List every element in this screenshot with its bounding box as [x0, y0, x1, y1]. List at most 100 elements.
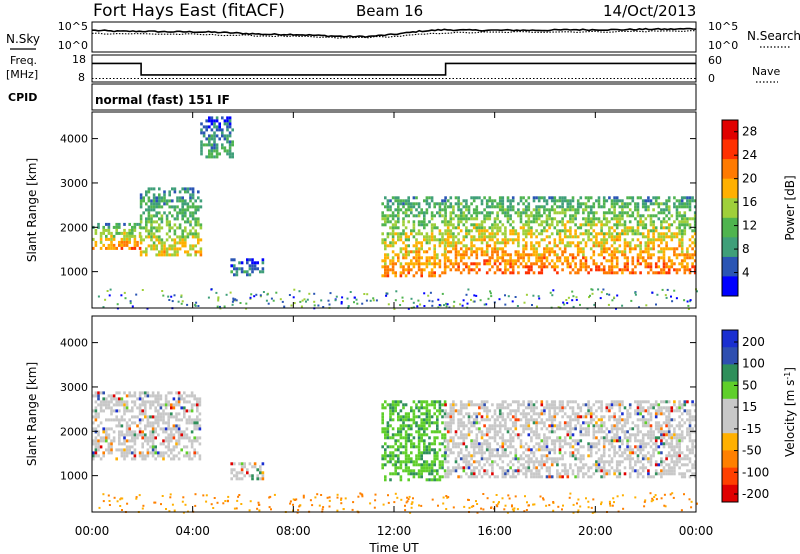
y-tick-label-3: 4000: [60, 133, 88, 146]
x-tick-label-0: 00:00: [75, 524, 110, 538]
power-colorbar-frame: [721, 119, 739, 297]
power-colorbar-swatch-6: [722, 237, 738, 258]
cpid-frame: [91, 83, 697, 111]
velocity-colorbar-swatch-3: [722, 381, 738, 400]
noise-series: [91, 27, 697, 39]
y-tick-label-2: 3000: [60, 177, 88, 190]
velocity-colorbar-swatch-1: [722, 347, 738, 365]
velocity-colorbar-swatch-2: [722, 364, 738, 382]
velocity-colorbar-tick-label-1: 100: [742, 357, 765, 371]
echo-region-5: [444, 196, 697, 275]
velocity-colorbar: 200 100 50 15 -15 -50 -100 -200: [721, 329, 769, 503]
power-ylabel: Slant Range [km]: [25, 158, 39, 262]
date-title: 14/Oct/2013: [603, 2, 696, 20]
cpid-label: CPID: [8, 91, 37, 104]
series-n-search: [91, 30, 696, 39]
x-tick-label-1: 04:00: [175, 524, 210, 538]
power-axis-ticks: 1000 2000 3000 4000: [60, 112, 697, 308]
y-tick-label-2: 3000: [60, 381, 88, 394]
y-tick-label-1: 2000: [60, 425, 88, 438]
velocity-colorbar-tick-label-7: -200: [742, 487, 769, 501]
echo-region-3: [230, 258, 265, 277]
freq-tick-high: 18: [72, 53, 86, 66]
y-tick-label-1: 2000: [60, 221, 88, 234]
time-axis: 00:00 04:00 08:00 12:00 16:00 20:00 00:00: [75, 524, 714, 538]
velocity-colorbar-tick-label-2: 50: [742, 378, 757, 392]
velocity-colorbar-swatch-4: [722, 398, 738, 417]
y-tick-label-0: 1000: [60, 470, 88, 483]
power-colorbar-tick-label-4: 20: [742, 172, 757, 186]
velocity-colorbar-tick-label-3: 15: [742, 400, 757, 414]
x-tick-label-6: 00:00: [679, 524, 714, 538]
freq-strip-frame: [91, 54, 697, 83]
velocity-colorbar-tick-label-0: 200: [742, 335, 765, 349]
echo-region-2: [381, 400, 447, 482]
velocity-colorbar-tick-label-5: -50: [742, 444, 762, 458]
noise-tick-right-low: 10^0: [708, 39, 738, 52]
freq-nave-series: [92, 62, 696, 80]
power-colorbar-tick-label-5: 24: [742, 148, 757, 162]
velocity-colorbar-label: Velocity [m s-1]: [783, 367, 797, 457]
power-colorbar-tick-label-0: 4: [742, 266, 750, 280]
power-heatmap: [92, 116, 698, 310]
nsearch-label: N.Search: [747, 29, 800, 43]
velocity-ylabel: Slant Range [km]: [25, 362, 39, 466]
x-tick-label-3: 12:00: [377, 524, 412, 538]
power-colorbar-swatch-3: [722, 178, 738, 199]
power-colorbar-tick-label-1: 8: [742, 242, 750, 256]
x-tick-label-5: 20:00: [578, 524, 613, 538]
power-colorbar-tick-label-6: 28: [742, 125, 757, 139]
noise-tick-left-low: 10^0: [58, 39, 88, 52]
echo-region-0: [92, 391, 202, 461]
velocity-colorbar-swatch-0: [722, 330, 738, 348]
velocity-colorbar-swatch-5: [722, 416, 738, 434]
power-colorbar-swatch-0: [722, 120, 738, 140]
x-tick-label-2: 08:00: [276, 524, 311, 538]
power-colorbar-tick-label-3: 16: [742, 195, 757, 209]
series-n-sky: [92, 27, 697, 38]
velocity-colorbar-frame: [721, 329, 739, 503]
power-colorbar-label: Power [dB]: [783, 175, 797, 240]
noise-strip: N.Sky N.Search 10^5 10^0 10^5 10^0: [6, 20, 800, 53]
velocity-colorbar-tick-label-6: -100: [742, 465, 769, 479]
velocity-colorbar-tick-label-4: -15: [742, 422, 762, 436]
power-colorbar-swatch-1: [722, 139, 738, 160]
nave-tick-high: 60: [708, 54, 722, 67]
velocity-colorbar-swatch-7: [722, 450, 738, 468]
station-title: Fort Hays East (fitACF): [93, 1, 285, 21]
freq-label-line1: Freq.: [10, 54, 37, 67]
nsky-label: N.Sky: [6, 32, 40, 46]
x-tick-label-4: 16:00: [477, 524, 512, 538]
nave-tick-low: 0: [708, 72, 715, 85]
power-colorbar-swatch-8: [722, 276, 738, 297]
y-tick-label-3: 4000: [60, 337, 88, 350]
power-colorbar-swatch-2: [722, 159, 738, 179]
echo-region-0: [92, 222, 142, 250]
power-colorbar-swatch-4: [722, 198, 738, 219]
near-range-scatter: [98, 492, 698, 514]
near-range-scatter: [97, 288, 698, 310]
freq-tick-low: 8: [78, 71, 85, 84]
freq-nave-strip: Freq. [MHz] 18 8 Nave 60 0: [6, 53, 780, 85]
noise-tick-left-high: 10^5: [58, 20, 88, 33]
beam-title: Beam 16: [356, 2, 423, 20]
velocity-colorbar-swatch-9: [722, 484, 738, 503]
velocity-axis-ticks: 1000 2000 3000 4000: [60, 316, 697, 512]
echo-region-4: [381, 196, 447, 278]
velocity-colorbar-swatch-6: [722, 433, 738, 451]
power-colorbar-swatch-5: [722, 217, 738, 238]
noise-strip-frame: [91, 21, 697, 53]
nave-label: Nave: [752, 65, 780, 78]
power-colorbar-swatch-7: [722, 256, 738, 277]
power-panel: 1000 2000 3000 4000 Slant Range [km]: [25, 111, 698, 310]
echo-region-3: [444, 400, 697, 479]
time-axis-label: Time UT: [368, 541, 419, 554]
power-colorbar-tick-label-2: 12: [742, 219, 757, 233]
echo-region-2: [200, 116, 234, 159]
velocity-panel: 1000 2000 3000 4000 Slant Range [km]: [25, 315, 698, 514]
power-colorbar: 4 8 12 16 20 24 28: [721, 119, 757, 297]
cpid-value: normal (fast) 151 IF: [95, 93, 230, 107]
velocity-colorbar-swatch-8: [722, 467, 738, 486]
velocity-heatmap: [92, 391, 698, 514]
